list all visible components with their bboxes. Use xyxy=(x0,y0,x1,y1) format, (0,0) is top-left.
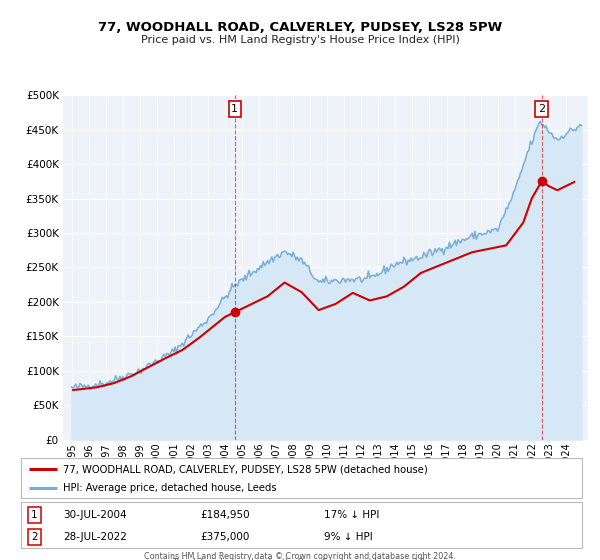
Text: 77, WOODHALL ROAD, CALVERLEY, PUDSEY, LS28 5PW: 77, WOODHALL ROAD, CALVERLEY, PUDSEY, LS… xyxy=(98,21,502,34)
Text: This data is licensed under the Open Government Licence v3.0.: This data is licensed under the Open Gov… xyxy=(172,558,428,560)
Text: 1: 1 xyxy=(232,104,238,114)
Text: 2: 2 xyxy=(31,532,38,542)
Text: Price paid vs. HM Land Registry's House Price Index (HPI): Price paid vs. HM Land Registry's House … xyxy=(140,35,460,45)
Text: Contains HM Land Registry data © Crown copyright and database right 2024.: Contains HM Land Registry data © Crown c… xyxy=(144,552,456,560)
Text: 2: 2 xyxy=(538,104,545,114)
Text: 9% ↓ HPI: 9% ↓ HPI xyxy=(324,532,373,542)
Text: 28-JUL-2022: 28-JUL-2022 xyxy=(63,532,127,542)
Text: £375,000: £375,000 xyxy=(200,532,250,542)
Text: 17% ↓ HPI: 17% ↓ HPI xyxy=(324,510,379,520)
Text: 77, WOODHALL ROAD, CALVERLEY, PUDSEY, LS28 5PW (detached house): 77, WOODHALL ROAD, CALVERLEY, PUDSEY, LS… xyxy=(63,464,428,474)
Text: £184,950: £184,950 xyxy=(200,510,250,520)
Text: 1: 1 xyxy=(31,510,38,520)
Text: 30-JUL-2004: 30-JUL-2004 xyxy=(63,510,127,520)
Text: HPI: Average price, detached house, Leeds: HPI: Average price, detached house, Leed… xyxy=(63,483,277,493)
